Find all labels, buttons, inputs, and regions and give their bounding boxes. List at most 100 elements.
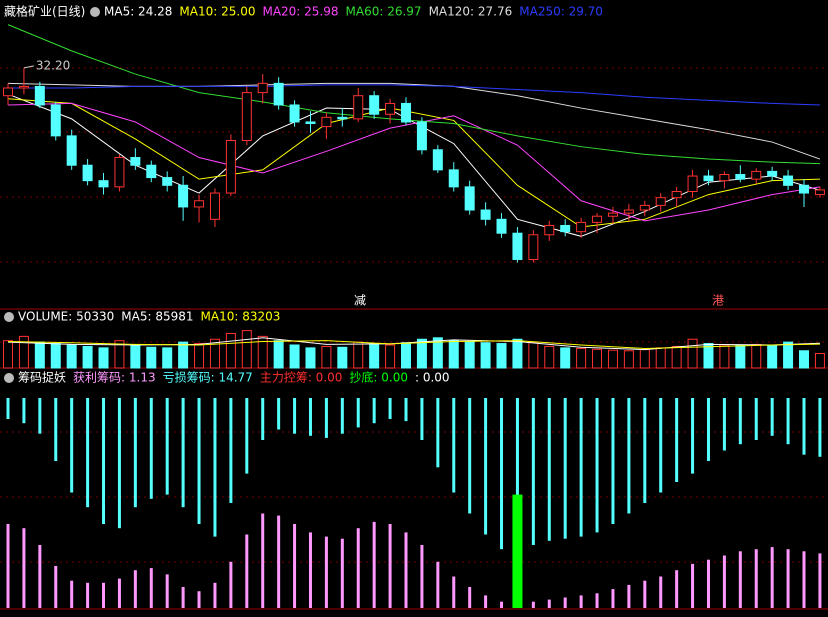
candle-body	[257, 82, 268, 94]
volume-bar	[241, 330, 252, 369]
candle-body	[50, 104, 61, 137]
hanging-bar	[579, 398, 583, 537]
candle-body	[305, 121, 316, 125]
candle-body	[814, 189, 825, 196]
rising-bar	[388, 524, 392, 608]
hanging-bar	[436, 398, 440, 468]
candle-body	[464, 186, 475, 211]
rising-bar	[6, 524, 10, 608]
rising-bar	[404, 532, 408, 608]
candle-body	[448, 169, 459, 188]
volume-bar	[130, 344, 141, 369]
candle-body	[799, 184, 809, 194]
volume-bar	[799, 350, 809, 369]
hanging-bar	[133, 398, 137, 508]
hanging-bar	[627, 398, 631, 514]
menu-icon	[90, 7, 100, 17]
candle-body	[607, 212, 618, 217]
ma-line	[8, 84, 820, 106]
rising-bar	[436, 561, 440, 608]
hanging-bar	[404, 398, 408, 422]
menu-icon	[4, 373, 14, 383]
candle-body	[751, 170, 762, 180]
hanging-bar	[372, 398, 376, 424]
rising-bar	[356, 528, 360, 608]
candle-body	[162, 177, 173, 186]
volume-bar	[337, 346, 348, 369]
hanging-bar	[738, 398, 742, 445]
ma-line	[7, 98, 820, 228]
volume-bar	[194, 343, 205, 369]
hanging-bar	[786, 398, 790, 445]
header-label: MA5: 85981	[121, 310, 193, 324]
candle-body	[687, 175, 698, 192]
candle-body	[273, 82, 284, 106]
header-label: 主力控筹: 0.00	[260, 371, 343, 385]
candle-body	[337, 116, 348, 120]
volume-bar	[401, 342, 411, 369]
volume-bar	[544, 345, 555, 369]
volume-bar	[178, 341, 189, 369]
rising-bar	[563, 597, 567, 608]
candle-body	[194, 200, 205, 208]
candle-body	[703, 175, 714, 182]
candle-body	[671, 190, 682, 199]
hanging-bar	[324, 398, 328, 438]
hanging-bar	[611, 398, 615, 524]
hanging-bar	[213, 398, 217, 537]
candle-body	[321, 116, 332, 128]
candle-body	[225, 140, 236, 194]
rising-bar	[611, 589, 615, 608]
rising-bar	[372, 521, 376, 608]
candle-body	[353, 95, 364, 120]
menu-icon	[4, 312, 14, 322]
hanging-bar	[595, 398, 599, 533]
volume-bar	[814, 353, 825, 369]
candle-body	[82, 164, 93, 182]
hanging-bar	[531, 398, 535, 545]
candle-body	[655, 197, 666, 206]
volume-bar	[783, 341, 794, 369]
ma-line	[7, 340, 820, 349]
candle-body	[241, 92, 252, 142]
volume-bar	[50, 343, 61, 369]
rising-bar	[420, 545, 424, 608]
rising-bar	[277, 515, 281, 608]
rising-bar	[308, 532, 312, 608]
hanging-bar	[181, 398, 185, 508]
hanging-bar	[54, 398, 58, 461]
hanging-bar	[452, 398, 456, 493]
hanging-bar	[277, 398, 281, 430]
candle-body	[560, 224, 571, 233]
volume-bar	[607, 349, 618, 369]
volume-bar	[623, 350, 634, 369]
header-label: MA120: 27.76	[429, 5, 513, 19]
volume-bar	[209, 338, 220, 369]
rising-bar	[579, 595, 583, 608]
rising-bar	[70, 580, 74, 608]
candle-body	[528, 234, 539, 260]
rising-bar	[500, 601, 504, 608]
rising-bar	[229, 561, 233, 608]
hanging-bar	[706, 398, 710, 461]
candle-body	[767, 170, 778, 177]
hanging-bar	[643, 398, 647, 503]
hanging-bar	[6, 398, 10, 419]
rising-bar	[643, 580, 647, 608]
rising-bar	[102, 582, 106, 608]
hanging-bar	[245, 398, 249, 474]
volume-bar	[496, 343, 507, 369]
volume-bar	[480, 342, 491, 369]
volume-bar	[225, 333, 236, 369]
signal-label: 减	[354, 294, 366, 308]
hanging-bar	[340, 398, 344, 434]
header-label: MA60: 26.97	[346, 5, 422, 19]
candle-body	[639, 204, 650, 211]
rising-bar	[245, 534, 249, 608]
rising-bar	[547, 599, 551, 608]
header-label: MA250: 29.70	[519, 5, 603, 19]
volume-bar	[416, 338, 427, 369]
volume-bar	[639, 349, 650, 369]
hanging-bar	[468, 398, 472, 514]
